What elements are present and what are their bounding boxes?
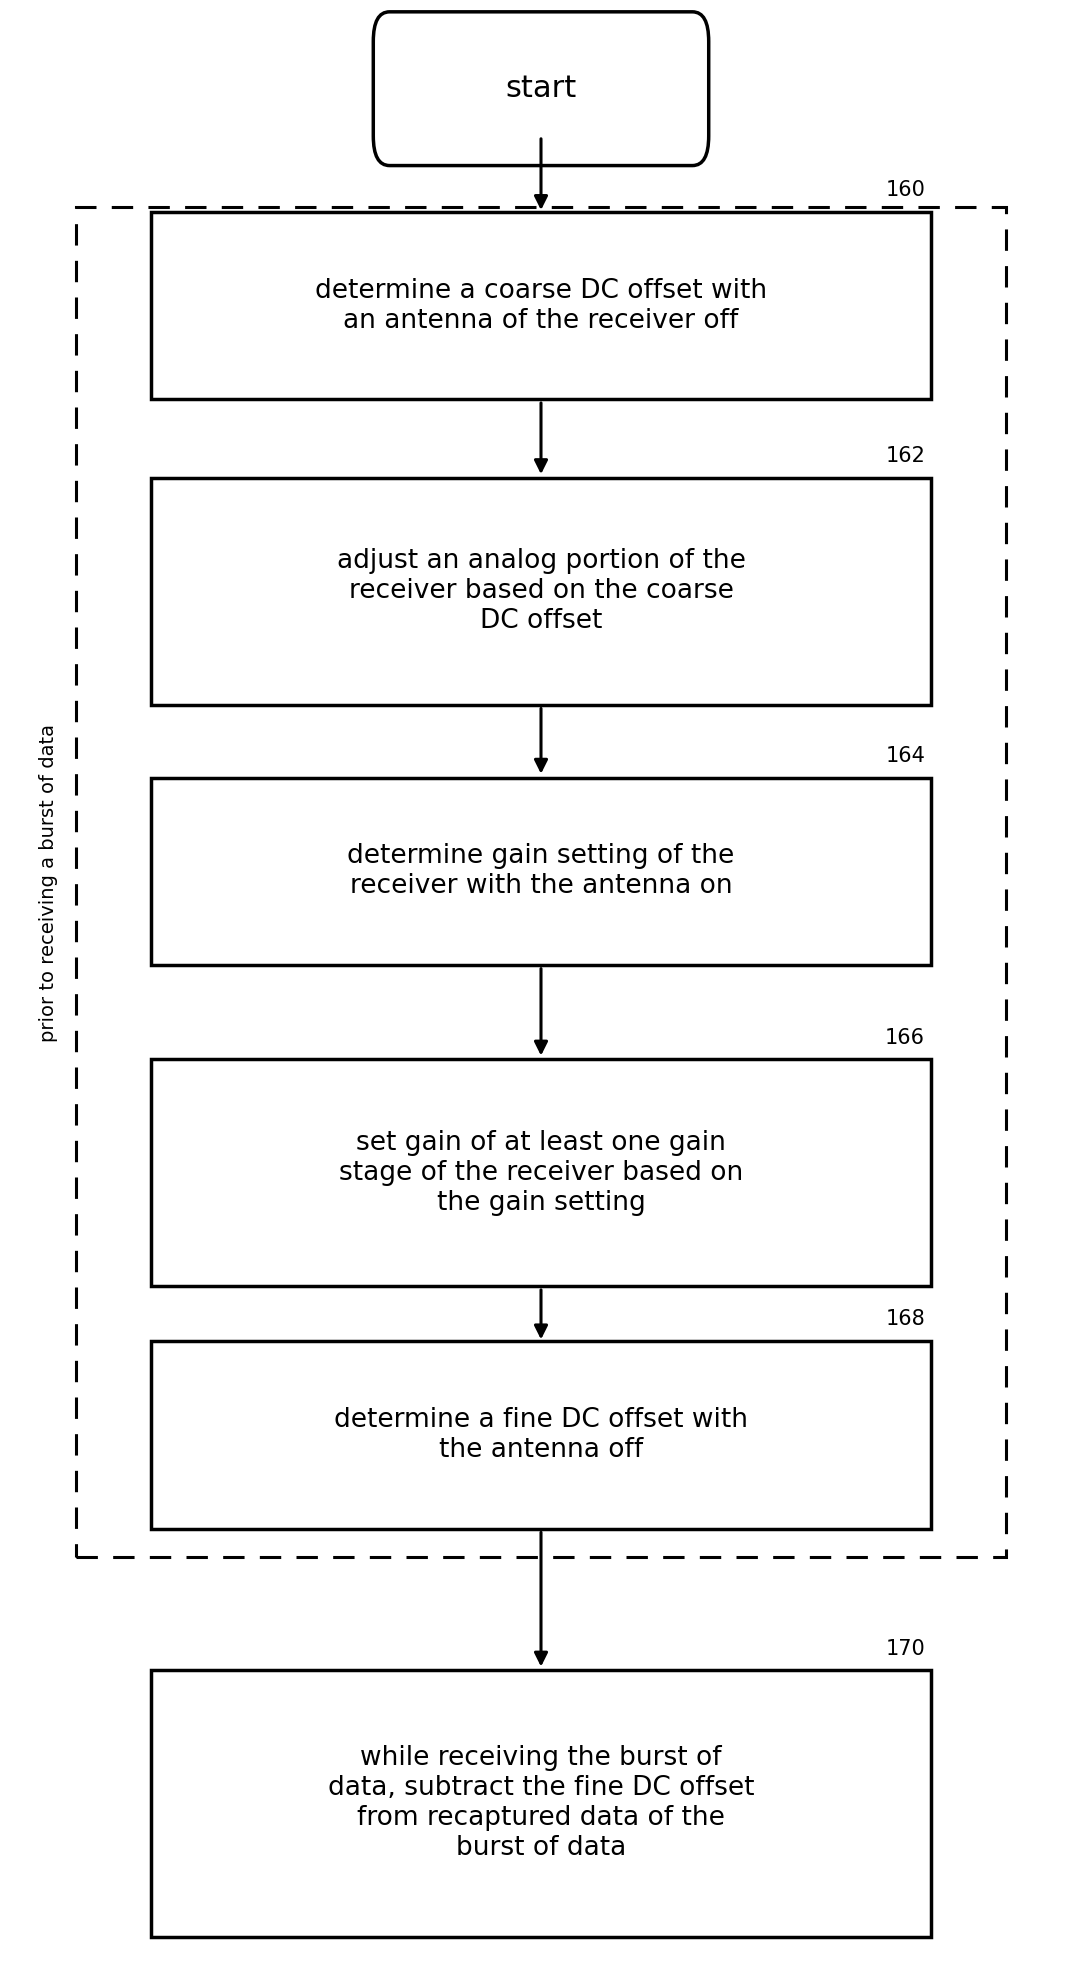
- Text: 166: 166: [885, 1027, 925, 1049]
- Text: adjust an analog portion of the
receiver based on the coarse
DC offset: adjust an analog portion of the receiver…: [337, 548, 745, 635]
- Text: 168: 168: [885, 1309, 925, 1328]
- Text: 164: 164: [885, 745, 925, 765]
- Text: while receiving the burst of
data, subtract the fine DC offset
from recaptured d: while receiving the burst of data, subtr…: [328, 1746, 754, 1861]
- FancyBboxPatch shape: [151, 479, 931, 706]
- Text: determine a coarse DC offset with
an antenna of the receiver off: determine a coarse DC offset with an ant…: [315, 278, 767, 333]
- FancyBboxPatch shape: [151, 777, 931, 964]
- Text: set gain of at least one gain
stage of the receiver based on
the gain setting: set gain of at least one gain stage of t…: [339, 1129, 743, 1216]
- Text: 170: 170: [885, 1638, 925, 1658]
- Text: determine a fine DC offset with
the antenna off: determine a fine DC offset with the ante…: [334, 1407, 748, 1462]
- FancyBboxPatch shape: [151, 1060, 931, 1287]
- FancyBboxPatch shape: [373, 12, 709, 166]
- Text: determine gain setting of the
receiver with the antenna on: determine gain setting of the receiver w…: [347, 844, 735, 899]
- Text: start: start: [505, 75, 577, 102]
- Text: prior to receiving a burst of data: prior to receiving a burst of data: [39, 723, 58, 1043]
- FancyBboxPatch shape: [151, 1340, 931, 1529]
- Text: 162: 162: [885, 445, 925, 467]
- FancyBboxPatch shape: [151, 1669, 931, 1936]
- FancyBboxPatch shape: [151, 213, 931, 400]
- Text: 160: 160: [885, 179, 925, 201]
